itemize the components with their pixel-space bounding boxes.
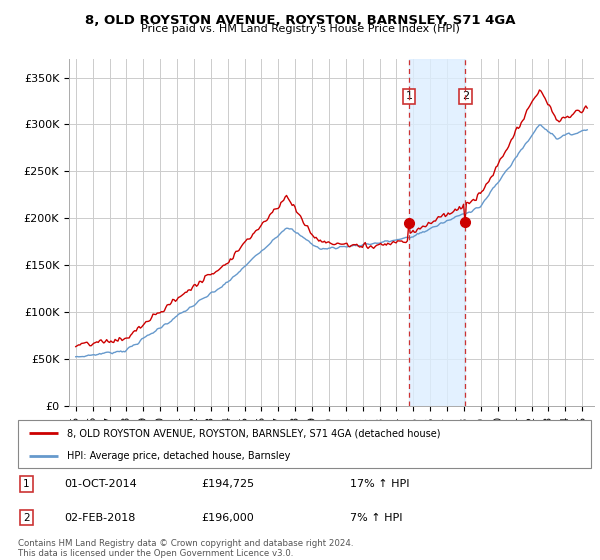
Text: Contains HM Land Registry data © Crown copyright and database right 2024.
This d: Contains HM Land Registry data © Crown c… — [18, 539, 353, 558]
Bar — [409, 59, 466, 406]
Text: £194,725: £194,725 — [202, 479, 254, 489]
Text: 7% ↑ HPI: 7% ↑ HPI — [350, 512, 403, 522]
Text: 2: 2 — [462, 91, 469, 101]
Text: HPI: Average price, detached house, Barnsley: HPI: Average price, detached house, Barn… — [67, 451, 290, 461]
Text: 8, OLD ROYSTON AVENUE, ROYSTON, BARNSLEY, S71 4GA (detached house): 8, OLD ROYSTON AVENUE, ROYSTON, BARNSLEY… — [67, 428, 440, 438]
Text: £196,000: £196,000 — [202, 512, 254, 522]
Text: 2: 2 — [23, 512, 30, 522]
Text: Price paid vs. HM Land Registry's House Price Index (HPI): Price paid vs. HM Land Registry's House … — [140, 24, 460, 34]
Text: 02-FEB-2018: 02-FEB-2018 — [64, 512, 135, 522]
Text: 01-OCT-2014: 01-OCT-2014 — [64, 479, 137, 489]
Text: 8, OLD ROYSTON AVENUE, ROYSTON, BARNSLEY, S71 4GA: 8, OLD ROYSTON AVENUE, ROYSTON, BARNSLEY… — [85, 14, 515, 27]
Text: 1: 1 — [23, 479, 30, 489]
Text: 17% ↑ HPI: 17% ↑ HPI — [350, 479, 410, 489]
Text: 1: 1 — [406, 91, 413, 101]
